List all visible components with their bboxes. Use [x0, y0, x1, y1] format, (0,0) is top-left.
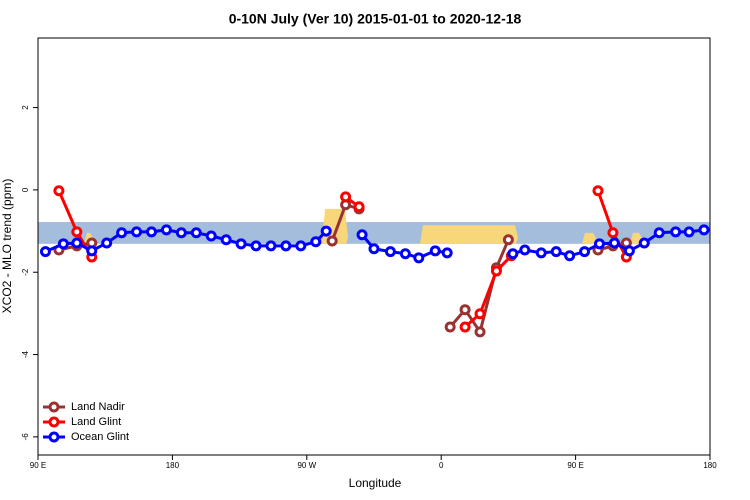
point	[474, 308, 486, 320]
point	[535, 247, 547, 259]
point	[441, 247, 453, 259]
point	[507, 248, 519, 260]
legend-label: Land Nadir	[71, 401, 125, 413]
point	[86, 245, 98, 257]
point	[39, 246, 51, 258]
point	[280, 240, 292, 252]
legend-label: Land Glint	[71, 416, 121, 428]
point	[399, 248, 411, 260]
chart-title: 0-10N July (Ver 10) 2015-01-01 to 2020-1…	[229, 11, 522, 27]
legend-marker	[48, 431, 60, 443]
plot-frame	[37, 37, 711, 456]
point	[250, 240, 262, 252]
point	[579, 246, 591, 258]
point	[413, 252, 425, 264]
legend-marker	[48, 416, 60, 428]
point	[638, 237, 650, 249]
point	[160, 224, 172, 236]
point	[190, 227, 202, 239]
point	[295, 240, 307, 252]
point	[490, 265, 502, 277]
x-tick-label: 90 W	[297, 461, 316, 470]
legend-label: Ocean Glint	[71, 431, 129, 443]
land-patch	[582, 232, 596, 244]
point	[564, 250, 576, 262]
point	[670, 226, 682, 238]
point	[340, 191, 352, 203]
point	[220, 234, 232, 246]
point	[608, 237, 620, 249]
x-tick-label: 90 E	[567, 461, 583, 470]
point	[356, 229, 368, 241]
y-axis-label: XCO2 - MLO trend (ppm)	[0, 179, 14, 314]
point	[320, 225, 332, 237]
x-tick-label: 180	[166, 461, 180, 470]
x-axis-label: Longitude	[349, 476, 402, 490]
y-tick-label: 0	[21, 187, 30, 192]
point	[607, 227, 619, 239]
point	[459, 321, 471, 333]
point	[384, 246, 396, 258]
y-tick-label: -2	[21, 268, 30, 276]
point	[444, 321, 456, 333]
point	[326, 235, 338, 247]
point	[265, 240, 277, 252]
point	[550, 246, 562, 258]
legend-marker	[48, 401, 60, 413]
ocean-band	[38, 222, 710, 244]
point	[71, 237, 83, 249]
point	[683, 226, 695, 238]
point	[235, 238, 247, 250]
point	[653, 227, 665, 239]
point	[53, 185, 65, 197]
point	[592, 185, 604, 197]
point	[474, 326, 486, 338]
point	[698, 224, 710, 236]
y-tick-label: -6	[21, 433, 30, 441]
point	[623, 245, 635, 257]
y-tick-label: 2	[21, 105, 30, 110]
point	[116, 227, 128, 239]
point	[593, 238, 605, 250]
point	[101, 237, 113, 249]
point	[205, 230, 217, 242]
point	[502, 234, 514, 246]
x-tick-label: 90 E	[30, 461, 46, 470]
point	[368, 243, 380, 255]
point	[459, 304, 471, 316]
point	[429, 245, 441, 257]
y-tick-label: -4	[21, 350, 30, 358]
series-line	[464, 254, 513, 329]
point	[310, 236, 322, 248]
x-tick-label: 180	[703, 461, 717, 470]
x-tick-label: 0	[439, 461, 444, 470]
point	[519, 244, 531, 256]
point	[353, 201, 365, 213]
point	[175, 227, 187, 239]
point	[145, 226, 157, 238]
point	[57, 238, 69, 250]
point	[131, 226, 143, 238]
point	[71, 226, 83, 238]
land-patch	[420, 225, 518, 244]
land-patch	[630, 232, 642, 244]
